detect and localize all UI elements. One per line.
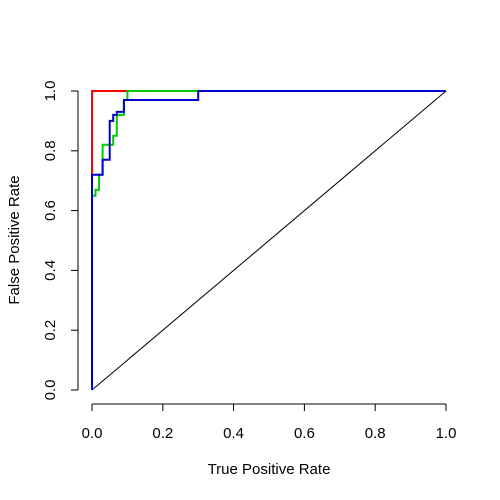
y-tick-label: 0.6 <box>42 200 59 221</box>
y-tick-label: 0.4 <box>42 260 59 281</box>
y-tick-label: 0.2 <box>42 320 59 341</box>
y-tick-label: 0.8 <box>42 140 59 161</box>
x-tick-label: 0.4 <box>223 425 244 442</box>
x-tick-label: 0.0 <box>82 425 103 442</box>
x-tick-label: 0.6 <box>294 425 315 442</box>
axes-layer: 0.0 0.2 0.4 0.6 0.8 1.0 0.0 0.2 0.4 0.6 0.8 1.0 <box>42 81 456 442</box>
roc-curve-2 <box>91 90 446 390</box>
x-axis-title: True Positive Rate <box>208 461 331 478</box>
y-tick-label: 1.0 <box>42 81 59 102</box>
reference-diagonal-line <box>91 90 447 391</box>
x-tick-label: 0.8 <box>365 425 386 442</box>
y-axis-title: False Positive Rate <box>6 175 23 304</box>
series-layer <box>91 90 447 391</box>
x-tick-label: 1.0 <box>436 425 457 442</box>
x-tick-label: 0.2 <box>152 425 173 442</box>
roc-curve-1 <box>91 90 446 390</box>
y-tick-label: 0.0 <box>42 380 59 401</box>
